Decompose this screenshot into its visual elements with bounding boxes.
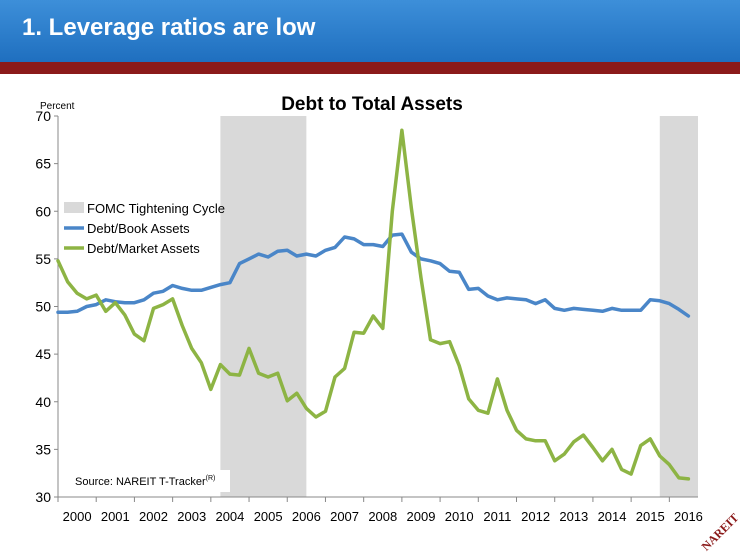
series-line-debt-market-assets xyxy=(56,128,691,481)
y-tick-label: 55 xyxy=(35,251,51,267)
x-tick-label: 2006 xyxy=(292,509,321,524)
source-text: Source: NAREIT T-Tracker xyxy=(75,476,206,488)
chart-title: Debt to Total Assets xyxy=(281,94,463,115)
x-tick-label: 2012 xyxy=(521,509,550,524)
shade-period-1 xyxy=(659,116,698,497)
y-tick-label: 35 xyxy=(35,441,51,457)
svg-text:NAREIT: NAREIT xyxy=(699,511,740,554)
source-note: Source: NAREIT T-Tracker(R) xyxy=(75,475,215,488)
x-tick-label: 2009 xyxy=(407,509,436,524)
nareit-logo: NAREIT xyxy=(699,511,740,554)
slide-title: 1. Leverage ratios are low xyxy=(22,14,316,41)
x-tick-label: 2014 xyxy=(598,509,627,524)
x-tick-label: 2002 xyxy=(139,509,168,524)
slide-header: 1. Leverage ratios are low xyxy=(0,0,740,62)
y-tick-label: 70 xyxy=(35,108,51,124)
y-tick-label: 45 xyxy=(35,346,51,362)
y-tick-label: 60 xyxy=(35,203,51,219)
x-tick-label: 2007 xyxy=(330,509,359,524)
chart-source: Source: NAREIT T-Tracker(R) xyxy=(70,470,230,492)
tightening-cycle-shading xyxy=(220,116,698,497)
y-axis-label: Percent xyxy=(40,101,75,112)
x-tick-label: 2013 xyxy=(559,509,588,524)
x-tick-label: 2001 xyxy=(101,509,130,524)
chart-legend: FOMC Tightening Cycle Debt/Book Assets Deb… xyxy=(64,201,225,256)
y-tick-label: 40 xyxy=(35,394,51,410)
debt-to-assets-chart: 30 35 40 45 50 55 60 65 70 2000 2001 2002 2003 2004 20… xyxy=(35,94,702,524)
y-tick-label: 50 xyxy=(35,299,51,315)
y-tick-label: 30 xyxy=(35,489,51,505)
header-accent-bar xyxy=(0,62,740,74)
x-tick-label: 2000 xyxy=(63,509,92,524)
legend-label: Debt/Book Assets xyxy=(87,221,190,236)
legend-swatch-shade xyxy=(64,202,84,213)
chart-series xyxy=(56,128,691,481)
x-tick-label: 2011 xyxy=(483,509,511,524)
legend-label: Debt/Market Assets xyxy=(87,241,200,256)
x-tick-label: 2008 xyxy=(368,509,397,524)
legend-label: FOMC Tightening Cycle xyxy=(87,201,225,216)
chart-axes: 30 35 40 45 50 55 60 65 70 2000 2001 2002 2003 2004 20… xyxy=(35,108,702,524)
shade-period-0 xyxy=(220,116,307,497)
series-line-debt-book-assets xyxy=(56,232,691,318)
x-tick-label: 2003 xyxy=(177,509,206,524)
y-tick-label: 65 xyxy=(35,156,51,172)
source-superscript: (R) xyxy=(206,475,216,482)
x-tick-label: 2004 xyxy=(215,509,244,524)
x-tick-label: 2005 xyxy=(254,509,283,524)
x-tick-label: 2010 xyxy=(445,509,474,524)
x-tick-label: 2016 xyxy=(674,509,703,524)
x-tick-label: 2015 xyxy=(636,509,665,524)
